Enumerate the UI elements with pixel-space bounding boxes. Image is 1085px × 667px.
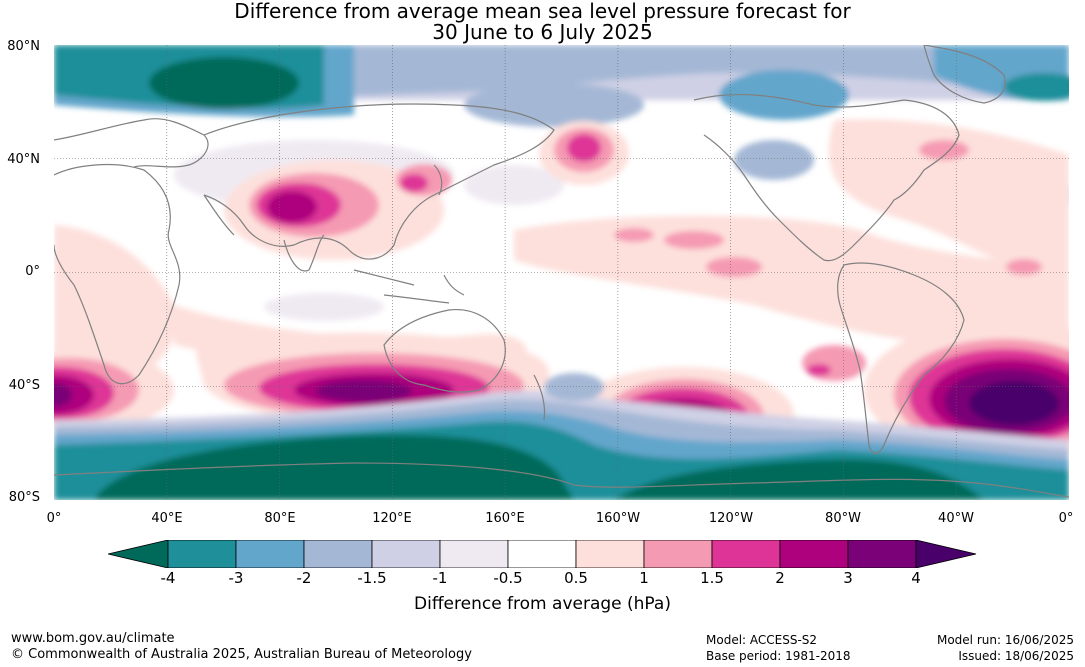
lon-label-120w: 120°W <box>708 511 754 526</box>
colorbar-segment <box>779 540 849 568</box>
colorbar-tick: 0.5 <box>564 569 588 587</box>
lat-label-40n: 40°N <box>7 152 40 167</box>
colorbar-segment <box>167 540 237 568</box>
graticule <box>54 45 1069 500</box>
colorbar-segment <box>575 540 645 568</box>
colorbar-tick: -4 <box>160 569 176 587</box>
footer-model-run: Model run: 16/06/2025 <box>936 633 1074 647</box>
colorbar-tick: -1.5 <box>357 569 387 587</box>
colorbar-segment <box>507 540 577 568</box>
lat-label-80n: 80°N <box>7 39 40 54</box>
anomaly-shading <box>54 45 1069 500</box>
colorbar-segment <box>235 540 305 568</box>
colorbar-tick: 1.5 <box>700 569 724 587</box>
coastlines <box>54 45 1069 498</box>
footer-base-period: Base period: 1981-2018 <box>706 649 851 663</box>
lat-label-80s: 80°S <box>8 490 40 505</box>
map-title-line-1: Difference from average mean sea level p… <box>234 0 851 23</box>
lon-label-0: 0° <box>46 511 62 526</box>
footer-issued: Issued: 18/06/2025 <box>958 649 1074 663</box>
lon-label-80w: 80°W <box>825 511 861 526</box>
colorbar-tick: 1 <box>639 569 649 587</box>
colorbar-segment <box>371 540 441 568</box>
lat-label-40s: 40°S <box>8 378 40 393</box>
colorbar-segment <box>439 540 509 568</box>
footer-copyright: © Commonwealth of Australia 2025, Austra… <box>11 647 472 662</box>
colorbar-tick: 4 <box>911 569 921 587</box>
lon-label-160e: 160°E <box>485 511 525 526</box>
lon-label-40w: 40°W <box>938 511 974 526</box>
lon-label-0-east: 0° <box>1058 511 1074 526</box>
colorbar-tick: -3 <box>228 569 244 587</box>
colorbar-label: Difference from average (hPa) <box>414 594 671 614</box>
colorbar-segment <box>643 540 713 568</box>
lon-label-80e: 80°E <box>264 511 296 526</box>
lat-label-equator: 0° <box>25 264 40 279</box>
lon-label-160w: 160°W <box>595 511 641 526</box>
footer-url: www.bom.gov.au/climate <box>11 631 175 646</box>
colorbar-tick: 3 <box>843 569 853 587</box>
colorbar-tick: 2 <box>775 569 785 587</box>
colorbar-tick: -1 <box>432 569 448 587</box>
colorbar <box>108 540 977 568</box>
colorbar-segment <box>847 540 917 568</box>
lon-label-40e: 40°E <box>151 511 183 526</box>
colorbar-tick: -0.5 <box>493 569 523 587</box>
lon-label-120e: 120°E <box>372 511 412 526</box>
pressure-anomaly-map <box>54 45 1069 500</box>
colorbar-segment <box>303 540 373 568</box>
map-title-line-2: 30 June to 6 July 2025 <box>432 20 653 44</box>
colorbar-segment <box>711 540 781 568</box>
colorbar-tick: -2 <box>296 569 312 587</box>
footer-model: Model: ACCESS-S2 <box>706 633 818 647</box>
colorbar-extend-low <box>108 540 169 568</box>
colorbar-extend-high <box>915 540 977 568</box>
